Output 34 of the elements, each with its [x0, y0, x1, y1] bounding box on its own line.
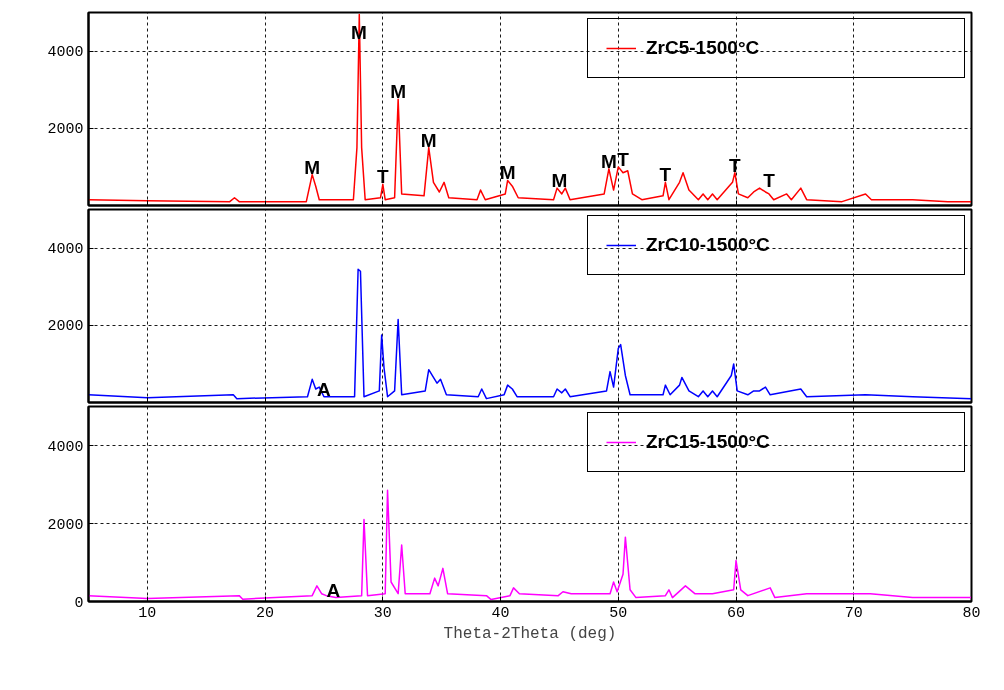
annotation: M: [600, 150, 617, 172]
y-tick-label: 4000: [47, 438, 84, 456]
annotation: M: [304, 156, 321, 178]
x-tick-label: 80: [962, 604, 981, 622]
annotation: T: [617, 148, 630, 170]
y-tick-label: 4000: [47, 241, 84, 259]
x-tick-label: 60: [727, 604, 746, 622]
annotation: M: [551, 170, 568, 192]
x-tick-label: 40: [491, 604, 510, 622]
x-tick-label: 10: [138, 604, 157, 622]
annotation: M: [420, 129, 437, 151]
annotation: T: [377, 166, 390, 188]
annotation: M: [499, 162, 516, 184]
y-tick-label: 0: [74, 594, 84, 612]
legend-label: ZrC5-1500°C: [646, 37, 761, 59]
annotation: T: [763, 170, 776, 192]
x-axis-title: Theta-2Theta (deg): [443, 624, 617, 643]
legend-label: ZrC10-1500°C: [646, 234, 771, 256]
y-tick-label: 2000: [47, 318, 84, 336]
annotation: T: [729, 154, 742, 176]
y-tick-label: 2000: [47, 516, 84, 534]
annotation: M: [390, 81, 407, 103]
x-tick-label: 30: [373, 604, 392, 622]
annotation: A: [317, 378, 332, 400]
legend-label: ZrC15-1500°C: [646, 431, 771, 453]
line-series: [88, 268, 972, 400]
line-series: [88, 13, 972, 203]
x-tick-label: 20: [256, 604, 275, 622]
y-tick-label: 4000: [47, 44, 84, 62]
annotation: A: [326, 579, 341, 601]
x-tick-label: 50: [609, 604, 628, 622]
y-tick-label: 2000: [47, 121, 84, 139]
x-tick-label: 70: [844, 604, 863, 622]
annotation: T: [659, 164, 672, 186]
